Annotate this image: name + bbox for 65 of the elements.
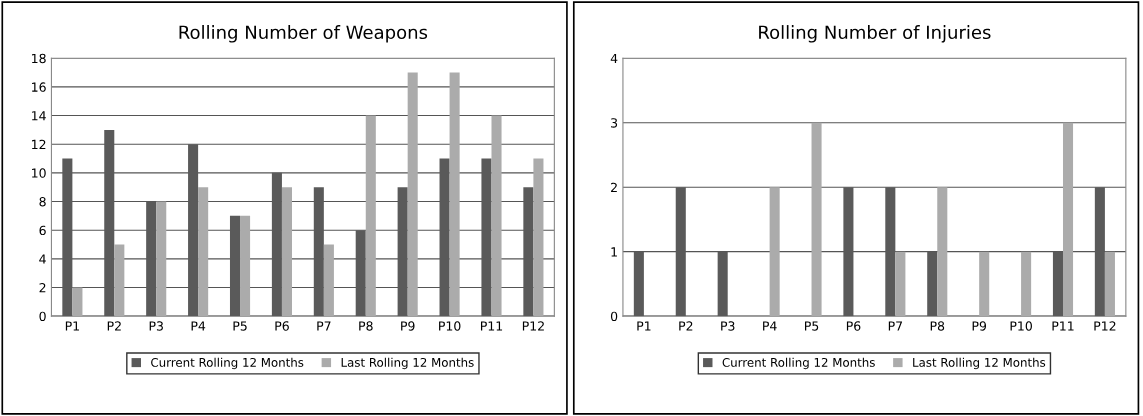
bar (156, 201, 167, 317)
legend-label: Last Rolling 12 Months (341, 357, 474, 370)
bar (533, 158, 544, 317)
bar (769, 187, 780, 317)
chart-title: Rolling Number of Injuries (759, 25, 991, 43)
y-tick-label: 12 (32, 139, 46, 149)
bar (198, 187, 209, 317)
bar (449, 72, 460, 317)
x-tick-label: P2 (107, 321, 121, 331)
bar (1104, 251, 1115, 317)
y-tick-label: 10 (32, 168, 46, 178)
bar (895, 251, 906, 317)
y-tick-label: 6 (39, 225, 46, 236)
x-tick-label: P10 (439, 321, 461, 331)
x-tick-label: P2 (679, 321, 693, 331)
y-tick-label: 16 (32, 82, 46, 92)
x-tick-label: P4 (763, 321, 777, 331)
y-tick-label: 4 (39, 254, 46, 264)
bar (281, 187, 292, 317)
bar (979, 251, 990, 317)
x-tick-label: P6 (846, 321, 861, 331)
chart-title: Rolling Number of Weapons (179, 25, 428, 43)
x-tick-label: P7 (317, 321, 331, 331)
bar (811, 122, 822, 317)
x-tick-label: P9 (401, 321, 415, 331)
legend-label: Last Rolling 12 Months (913, 357, 1046, 370)
y-tick-label: 2 (39, 282, 46, 293)
bar (240, 215, 251, 317)
x-tick-label: P12 (522, 321, 544, 331)
legend-label: Current Rolling 12 Months (722, 357, 875, 370)
bar (937, 187, 948, 317)
y-tick-label: 14 (32, 111, 46, 121)
x-tick-label: P11 (1052, 321, 1074, 331)
bar (365, 115, 376, 317)
x-tick-label: P3 (721, 321, 735, 331)
bar (407, 72, 418, 317)
y-tick-label: 0 (610, 311, 618, 322)
y-tick-label: 8 (39, 197, 46, 207)
x-tick-label: P11 (480, 321, 503, 331)
bar (114, 244, 125, 317)
bar (1062, 122, 1074, 317)
y-tick-label: 3 (611, 118, 618, 128)
x-tick-label: P9 (972, 321, 987, 331)
bar (1021, 251, 1032, 317)
bar (72, 287, 83, 317)
x-tick-label: P10 (1010, 321, 1032, 331)
x-tick-label: P5 (805, 321, 819, 331)
bar (491, 115, 502, 317)
x-tick-label: P5 (233, 321, 247, 331)
y-tick-label: 4 (610, 53, 618, 63)
x-tick-label: P4 (191, 321, 206, 331)
y-tick-label: 1 (611, 247, 617, 257)
y-tick-label: 0 (39, 311, 46, 322)
x-tick-label: P1 (637, 321, 651, 331)
x-tick-label: P8 (359, 321, 373, 331)
y-tick-label: 18 (32, 53, 46, 64)
x-tick-label: P7 (888, 321, 903, 331)
x-tick-label: P8 (930, 321, 945, 331)
x-tick-label: P1 (65, 321, 79, 331)
x-tick-label: P3 (149, 321, 163, 331)
y-tick-label: 2 (611, 182, 617, 192)
x-tick-label: P6 (275, 321, 289, 331)
bar (323, 244, 334, 317)
legend-label: Current Rolling 12 Months (151, 357, 304, 370)
x-tick-label: P12 (1094, 321, 1116, 331)
